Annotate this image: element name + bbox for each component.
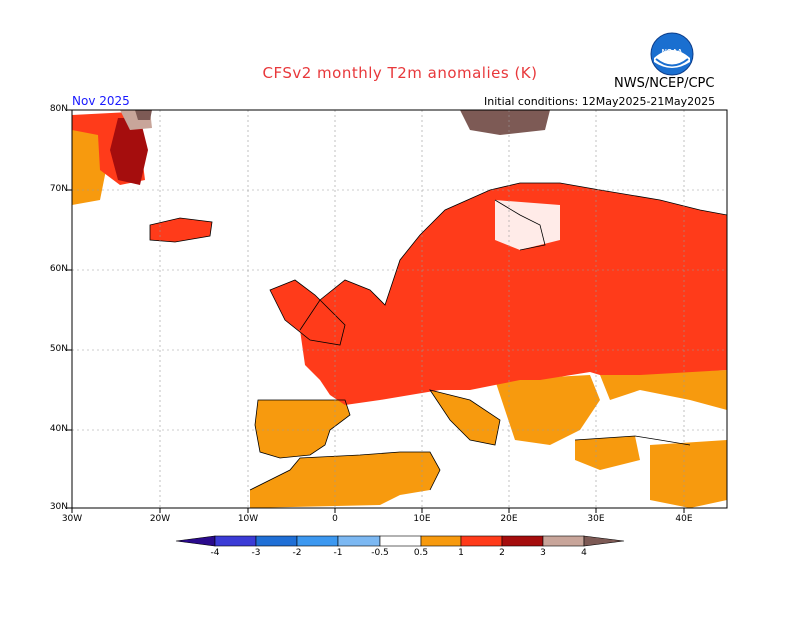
lat-label-40n: 40N	[49, 424, 68, 434]
colorbar-swatch-3-4	[542, 535, 585, 547]
colorbar-label: -0.5	[371, 548, 389, 558]
colorbar-label: -1	[333, 548, 343, 558]
anomaly-orange-iberia	[255, 400, 350, 458]
anomaly-orange-italy	[430, 390, 500, 445]
colorbar-swatch-neutral	[379, 535, 422, 547]
lon-label-10e: 10E	[413, 514, 431, 524]
lat-label-50n: 50N	[49, 344, 68, 354]
lat-label-80n: 80N	[49, 104, 68, 114]
noaa-logo-icon: NOAA	[650, 32, 694, 76]
anomaly-orange-caucasus	[600, 370, 727, 410]
agency-label: NWS/NCEP/CPC	[614, 76, 715, 91]
anomaly-brown-svalbard	[460, 110, 550, 135]
lat-label-60n: 60N	[49, 264, 68, 274]
colorbar-label: 1	[458, 548, 464, 558]
colorbar-label: 2	[499, 548, 505, 558]
colorbar-swatch-2-3	[501, 535, 544, 547]
lon-label-20w: 20W	[149, 514, 171, 524]
lon-label-20e: 20E	[500, 514, 518, 524]
lat-label-30n: 30N	[49, 502, 68, 512]
lon-label-0: 0	[332, 514, 338, 524]
anomaly-orange-turkey	[575, 436, 640, 470]
anomaly-red-europe	[300, 183, 727, 405]
colorbar-swatch-below-neg4	[175, 535, 216, 547]
colorbar-label: 3	[540, 548, 546, 558]
graticule	[72, 110, 727, 508]
anomaly-orange-nafrica	[250, 452, 440, 508]
lon-label-40e: 40E	[675, 514, 693, 524]
lon-label-10w: 10W	[237, 514, 259, 524]
colorbar-label: 0.5	[413, 548, 429, 558]
anomaly-darkred-greenland	[110, 118, 148, 185]
anomaly-orange-balkans	[495, 375, 600, 445]
anomaly-brown-greenland-tip	[135, 110, 152, 120]
anomaly-orange-mideast	[650, 440, 727, 508]
initial-conditions: Initial conditions: 12May2025-21May2025	[484, 95, 716, 108]
colorbar-label: -4	[210, 548, 220, 558]
svg-text:NOAA: NOAA	[662, 49, 683, 56]
anomaly-red-uk	[270, 280, 345, 345]
colorbar-label: 4	[581, 548, 587, 558]
colorbar-swatch-neg4-neg3	[214, 535, 257, 547]
lat-label-70n: 70N	[49, 184, 68, 194]
anomaly-red-svalbard-clear	[495, 200, 560, 250]
colorbar	[175, 535, 625, 547]
forecast-month: Nov 2025	[72, 94, 130, 108]
colorbar-swatch-neg2-neg1	[296, 535, 339, 547]
colorbar-label: -2	[292, 548, 302, 558]
colorbar-swatch-neg1-neg05	[337, 535, 381, 547]
colorbar-swatch-05-1	[420, 535, 462, 547]
colorbar-label: -3	[251, 548, 261, 558]
colorbar-swatch-neg3-neg2	[255, 535, 298, 547]
anomaly-red-iceland	[150, 218, 212, 242]
map-frame	[71, 109, 728, 509]
lon-label-30e: 30E	[587, 514, 605, 524]
colorbar-swatch-1-2	[460, 535, 503, 547]
colorbar-swatch-above-4	[583, 535, 625, 547]
map-title: CFSv2 monthly T2m anomalies (K)	[262, 64, 538, 82]
lon-label-30w: 30W	[61, 514, 83, 524]
anomaly-fields	[72, 110, 727, 508]
coastlines	[149, 182, 728, 491]
